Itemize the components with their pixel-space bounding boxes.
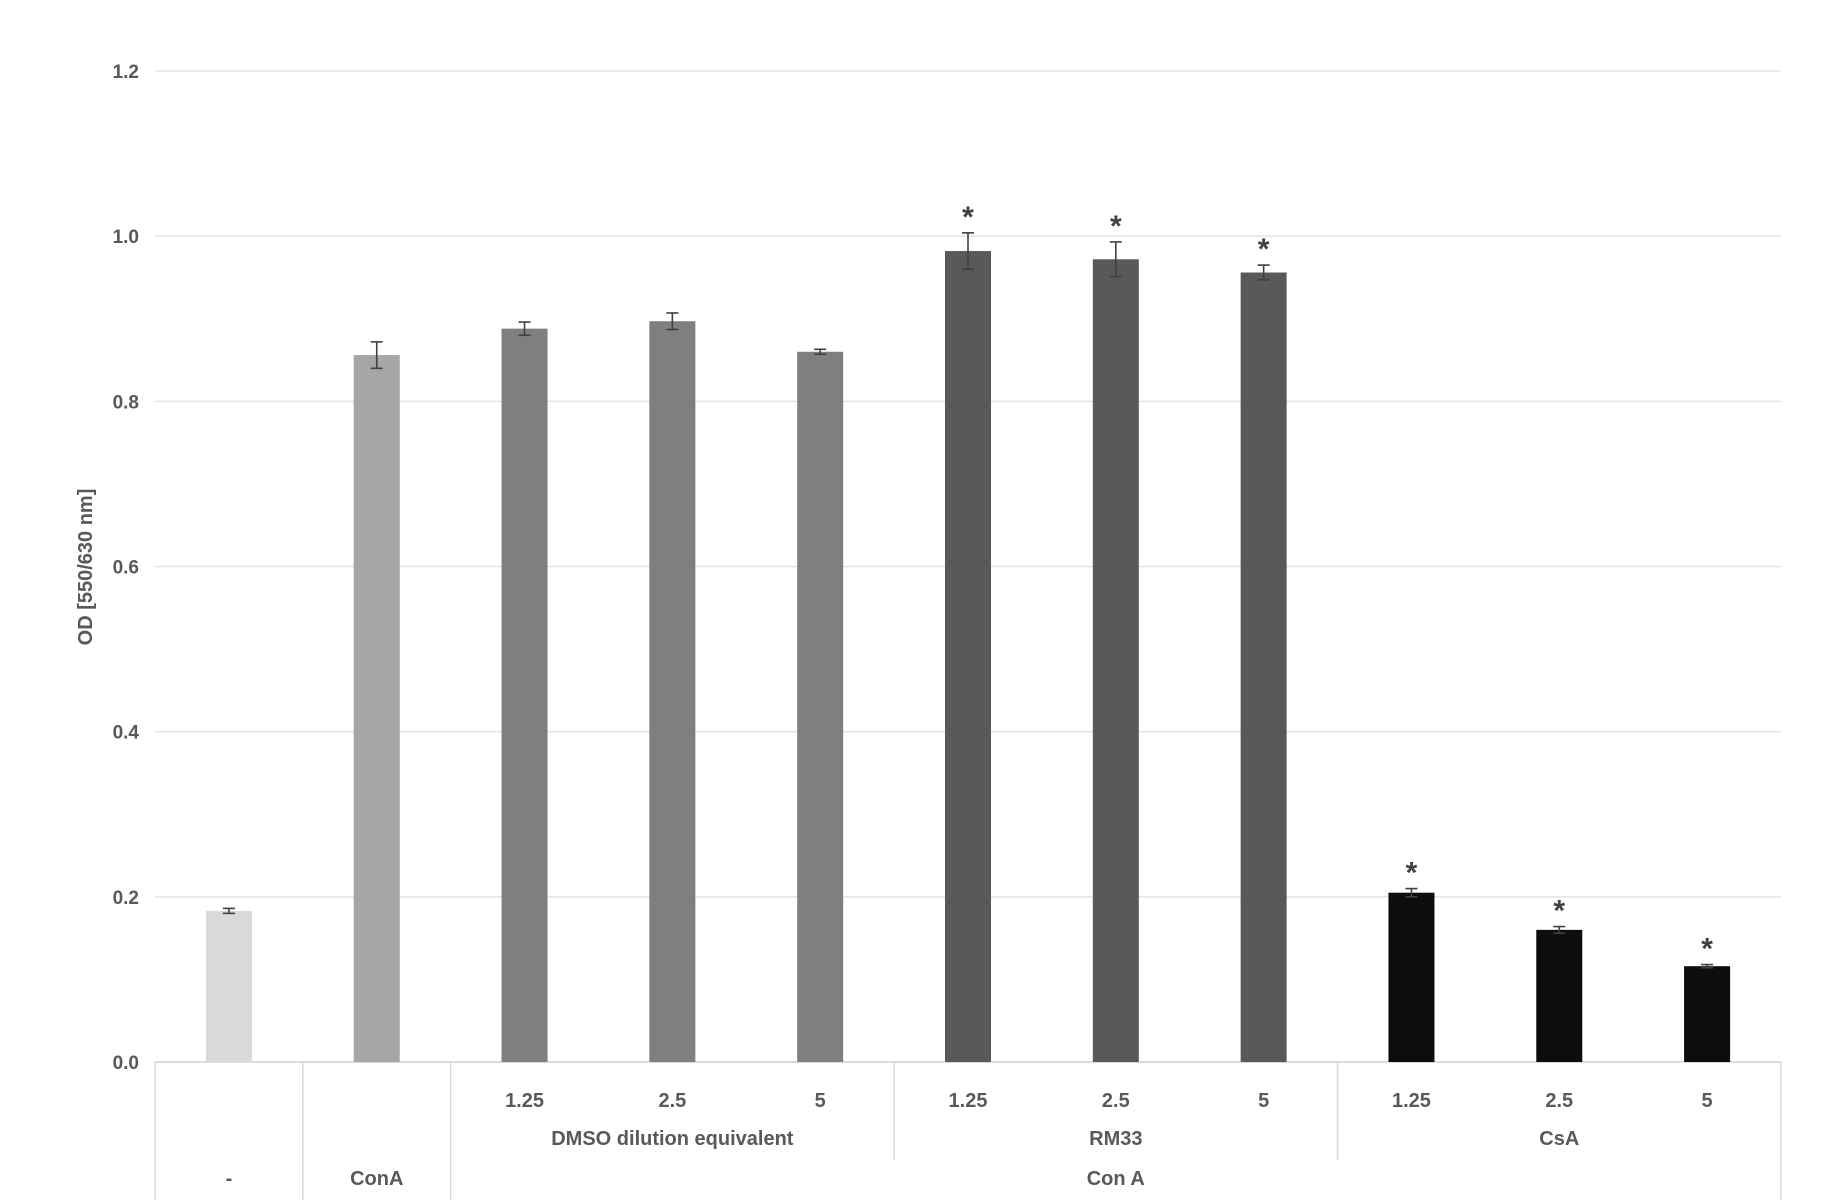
bar [1388,892,1435,1062]
bar [501,328,548,1062]
treatment-label: - [226,1168,233,1190]
error-bar [1405,887,1418,898]
significance-star: * [1553,895,1565,928]
treatment-label: ConA [350,1168,403,1190]
error-bar [1701,963,1714,969]
error-bar [1109,241,1122,278]
y-axis-label: OD [550/630 nm] [75,489,97,646]
error-bar [1553,925,1566,934]
error-bar [518,321,531,337]
significance-markers: * * * * * * [962,201,1713,966]
dose-label: 1.25 [949,1090,988,1112]
error-bar [962,232,974,271]
bar [1536,929,1583,1062]
bar [649,321,696,1062]
y-tick-label: 0.6 [113,558,139,579]
error-bars [222,232,1714,969]
dose-label: 5 [1258,1090,1269,1112]
significance-star: * [1701,933,1713,966]
treatment-label: Con A [1087,1168,1145,1190]
group-label: DMSO dilution equivalent [551,1128,794,1150]
error-bar [814,348,827,356]
group-label: CsA [1539,1128,1579,1150]
bars [205,251,1731,1063]
dose-label: 2.5 [658,1090,686,1112]
error-bar [222,907,235,915]
y-tick-label: 0.0 [113,1053,139,1074]
group-label: RM33 [1089,1128,1142,1150]
bar [797,351,844,1062]
dose-label: 1.25 [1392,1090,1431,1112]
dose-label: 2.5 [1545,1090,1573,1112]
dose-label: 5 [815,1090,826,1112]
y-tick-label: 1.0 [113,227,139,248]
significance-star: * [1110,210,1122,243]
error-bar [1257,264,1270,281]
y-tick-label: 0.8 [113,392,139,413]
significance-star: * [1258,233,1270,266]
bar [1684,966,1731,1062]
significance-star: * [962,201,974,234]
bar [1240,272,1287,1063]
bar [945,251,991,1062]
dose-label: 1.25 [505,1090,544,1112]
error-bar [666,312,679,331]
error-bar [370,341,383,370]
significance-star: * [1406,857,1418,890]
category-axis-table: 1.25 2.5 5 1.25 2.5 5 1.25 2.5 5 DMSO dilution eq… [154,1062,1782,1200]
dose-label: 5 [1702,1090,1713,1112]
y-axis-ticks: 0.0 0.2 0.4 0.6 0.8 1.0 1.2 [113,62,140,1074]
y-tick-label: 0.4 [113,723,140,744]
bar [205,910,252,1062]
y-tick-label: 1.2 [113,62,139,83]
bar [353,355,400,1062]
y-tick-label: 0.2 [113,888,139,909]
dose-label: 2.5 [1102,1090,1130,1112]
bar [1092,259,1139,1062]
